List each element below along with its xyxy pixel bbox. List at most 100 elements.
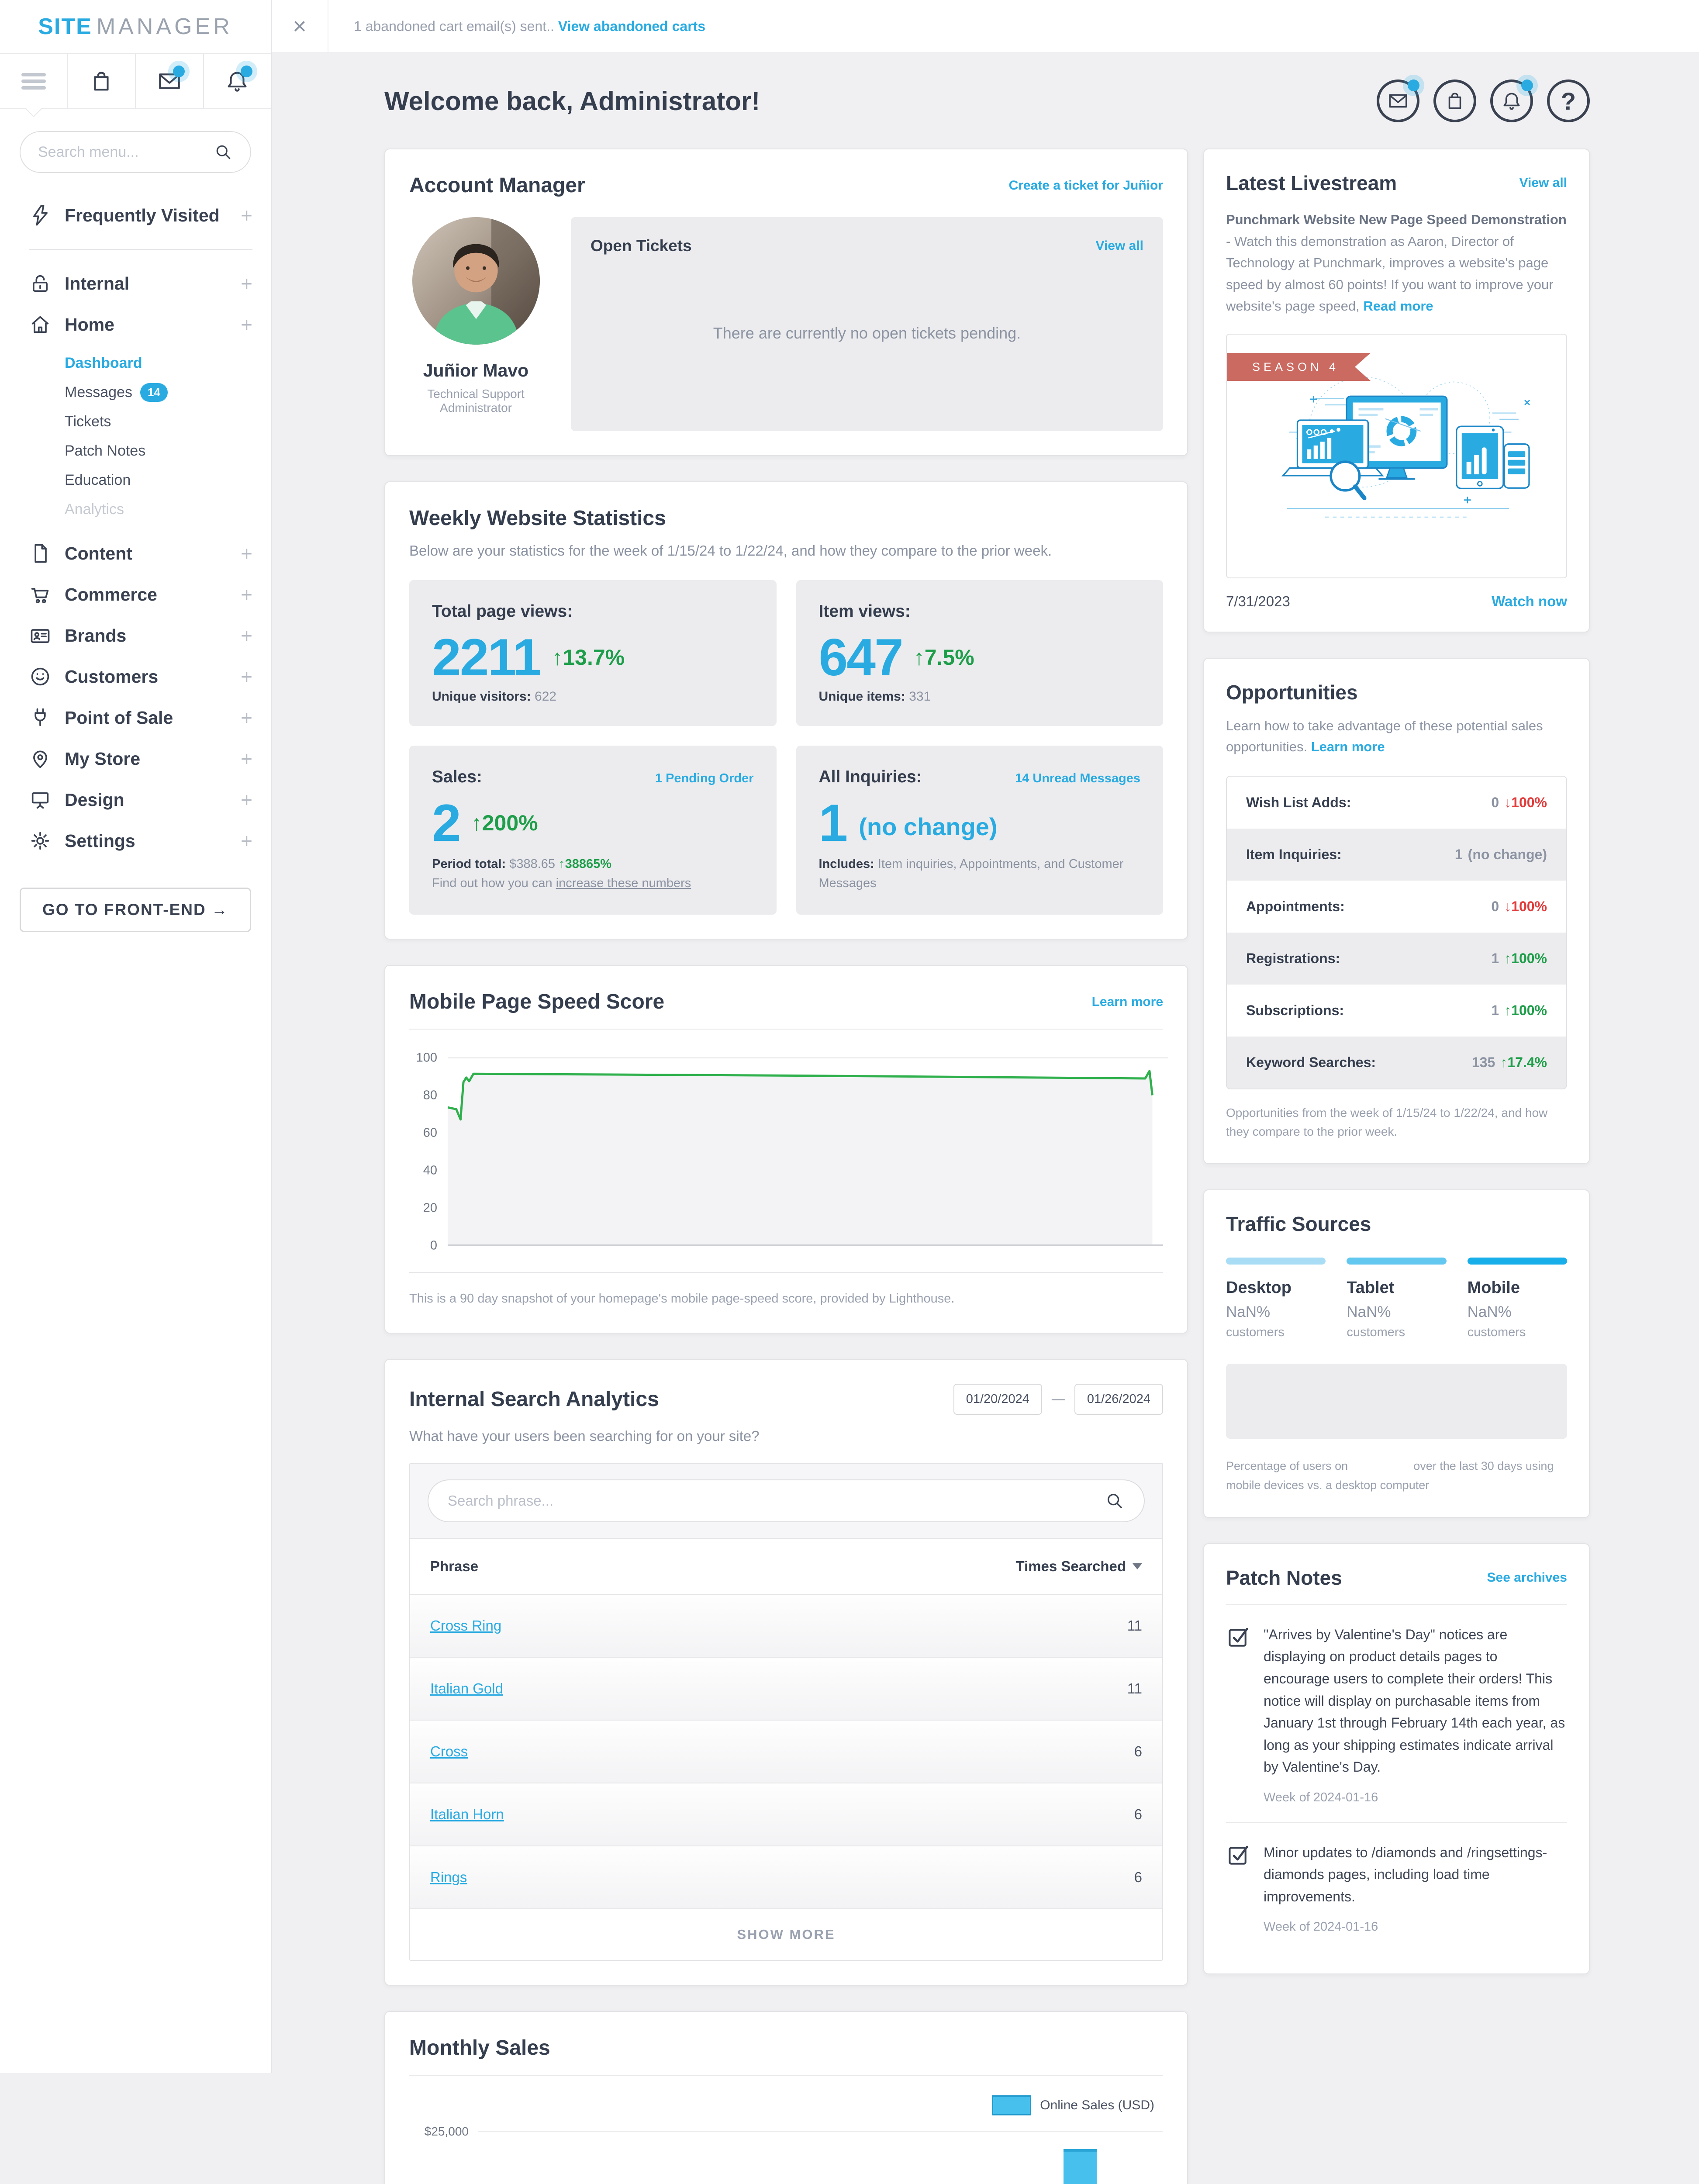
expand-plus-icon[interactable]: +	[241, 706, 252, 729]
sidebar-item-analytics[interactable]: Analytics	[65, 495, 252, 524]
header-orders-button[interactable]	[1433, 79, 1476, 122]
sidebar-item-frequently-visited[interactable]: Frequently Visited +	[29, 195, 252, 236]
date-range-dash: —	[1052, 1392, 1065, 1406]
expand-plus-icon[interactable]: +	[241, 272, 252, 295]
times-searched-value: 6	[1134, 1869, 1142, 1886]
expand-plus-icon[interactable]: +	[241, 665, 252, 688]
traffic-col-mobile: Mobile NaN% customers	[1468, 1258, 1567, 1340]
times-searched-value: 6	[1134, 1743, 1142, 1760]
expand-plus-icon[interactable]: +	[241, 204, 252, 227]
date-from-input[interactable]: 01/20/2024	[953, 1384, 1042, 1415]
period-total-label: Period total:	[432, 857, 506, 871]
stat-value: 2	[432, 798, 460, 848]
phrase-link[interactable]: Cross	[430, 1743, 468, 1760]
bell-icon	[1501, 90, 1523, 112]
submenu-label: Analytics	[65, 501, 124, 518]
monthly-sales-chart: $25,000 $20,000 $15,000 $10,000 $5,000 $…	[478, 2131, 1163, 2184]
submenu-label: Messages	[65, 384, 132, 401]
expand-plus-icon[interactable]: +	[241, 313, 252, 336]
speed-area-path	[448, 1071, 1152, 1244]
opportunity-row: Keyword Searches: 135↑17.4%	[1227, 1037, 1566, 1089]
checkbox-checked-icon	[1226, 1624, 1251, 1649]
notifications-button[interactable]	[204, 54, 271, 108]
date-to-input[interactable]: 01/26/2024	[1074, 1384, 1163, 1415]
account-manager-name: Juñior Mavo	[409, 360, 542, 381]
cart-icon	[29, 583, 52, 606]
sidebar-item-education[interactable]: Education	[65, 466, 252, 495]
help-button[interactable]: ?	[1547, 79, 1590, 122]
opportunity-row: Subscriptions: 1↑100%	[1227, 985, 1566, 1037]
table-row: Italian Gold 11	[410, 1657, 1162, 1720]
sidebar-item-home[interactable]: Home +	[29, 304, 252, 345]
legend-label: Online Sales (USD)	[1040, 2098, 1154, 2113]
go-to-front-end-button[interactable]: GO TO FRONT-END →	[20, 888, 251, 932]
expand-plus-icon[interactable]: +	[241, 747, 252, 771]
view-abandoned-carts-link[interactable]: View abandoned carts	[558, 18, 705, 34]
see-archives-link[interactable]: See archives	[1487, 1570, 1567, 1585]
pending-order-link[interactable]: 1 Pending Order	[655, 771, 754, 786]
menu-divider	[29, 249, 252, 250]
sidebar-item-tickets[interactable]: Tickets	[65, 407, 252, 436]
gear-icon	[29, 829, 52, 852]
header-notifications-button[interactable]	[1490, 79, 1533, 122]
sidebar-item-internal[interactable]: Internal +	[29, 263, 252, 304]
stat-delta: ↑13.7%	[552, 645, 625, 670]
expand-plus-icon[interactable]: +	[241, 624, 252, 647]
messages-button[interactable]	[136, 54, 204, 108]
show-more-button[interactable]: SHOW MORE	[410, 1908, 1162, 1960]
read-more-link[interactable]: Read more	[1363, 298, 1433, 314]
close-notification-button[interactable]: ×	[272, 0, 328, 52]
stat-value: 647	[819, 632, 902, 682]
sidebar-item-content[interactable]: Content +	[29, 533, 252, 574]
phrase-link[interactable]: Rings	[430, 1869, 467, 1886]
create-ticket-link[interactable]: Create a ticket for Juñior	[1009, 178, 1163, 193]
sidebar-item-patch-notes[interactable]: Patch Notes	[65, 436, 252, 466]
learn-more-link[interactable]: Learn more	[1092, 995, 1163, 1009]
menu-label: Design	[65, 790, 241, 810]
sidebar-item-settings[interactable]: Settings +	[29, 820, 252, 861]
sidebar-search-input[interactable]: Search menu...	[20, 131, 251, 173]
phrase-link[interactable]: Cross Ring	[430, 1617, 501, 1634]
unread-messages-link[interactable]: 14 Unread Messages	[1015, 771, 1140, 786]
phrase-search-input[interactable]: Search phrase...	[428, 1479, 1145, 1522]
sidebar-item-brands[interactable]: Brands +	[29, 615, 252, 656]
menu-toggle-button[interactable]	[0, 54, 68, 108]
expand-plus-icon[interactable]: +	[241, 583, 252, 606]
header-messages-button[interactable]	[1377, 79, 1419, 122]
expand-plus-icon[interactable]: +	[241, 542, 252, 565]
sidebar-item-my-store[interactable]: My Store +	[29, 738, 252, 779]
view-all-livestreams-link[interactable]: View all	[1519, 176, 1567, 190]
phrase-link[interactable]: Italian Gold	[430, 1680, 503, 1697]
sidebar-item-customers[interactable]: Customers +	[29, 656, 252, 697]
learn-more-link[interactable]: Learn more	[1311, 739, 1385, 754]
menu-label: Frequently Visited	[65, 205, 241, 226]
orders-button[interactable]	[68, 54, 136, 108]
sidebar-item-design[interactable]: Design +	[29, 779, 252, 820]
home-submenu: Dashboard Messages 14 Tickets Patch Note…	[29, 349, 252, 524]
stat-sub-value: 622	[531, 689, 556, 704]
sidebar-item-messages[interactable]: Messages 14	[65, 378, 252, 407]
watch-now-link[interactable]: Watch now	[1492, 593, 1567, 610]
view-all-tickets-link[interactable]: View all	[1095, 238, 1143, 253]
bar-slot	[587, 2131, 639, 2184]
sidebar-item-commerce[interactable]: Commerce +	[29, 574, 252, 615]
bar-slot	[1054, 2131, 1106, 2184]
sidebar-item-point-of-sale[interactable]: Point of Sale +	[29, 697, 252, 738]
column-header-times-searched[interactable]: Times Searched	[1015, 1558, 1142, 1575]
smiley-icon	[29, 665, 52, 688]
livestream-thumbnail[interactable]: SEASON 4	[1226, 334, 1567, 578]
menu-label: Point of Sale	[65, 708, 241, 728]
bar-slot	[898, 2131, 950, 2184]
livestream-description: Punchmark Website New Page Speed Demonst…	[1226, 209, 1567, 317]
id-card-icon	[29, 624, 52, 647]
lightning-icon	[29, 204, 52, 227]
avatar	[412, 217, 540, 345]
increase-numbers-link[interactable]: increase these numbers	[556, 876, 691, 890]
tablet-bar	[1347, 1258, 1446, 1265]
phrase-link[interactable]: Italian Horn	[430, 1806, 504, 1823]
expand-plus-icon[interactable]: +	[241, 788, 252, 812]
expand-plus-icon[interactable]: +	[241, 829, 252, 853]
opportunities-subtitle: Learn how to take advantage of these pot…	[1226, 715, 1567, 757]
sidebar-item-dashboard[interactable]: Dashboard	[65, 349, 252, 378]
